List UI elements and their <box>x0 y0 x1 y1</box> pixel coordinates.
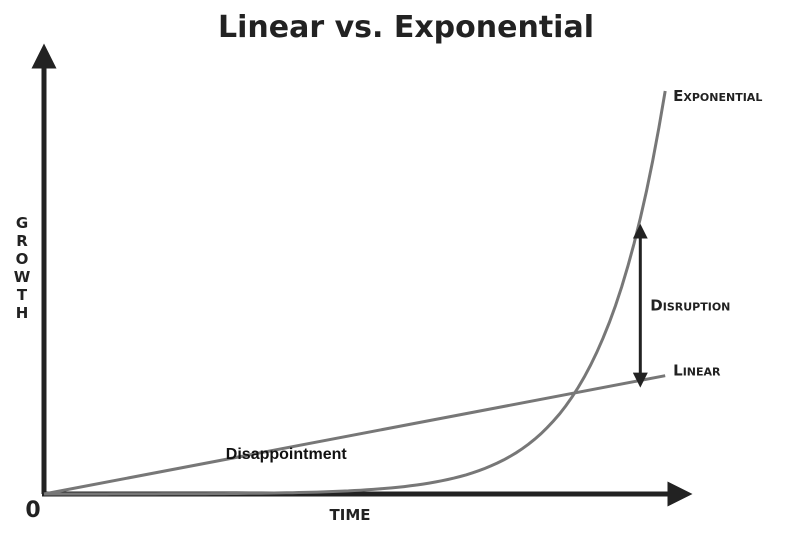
series-line-linear <box>43 374 666 496</box>
series-layer <box>43 90 667 496</box>
series-label-exponential: Exponential <box>673 87 762 105</box>
annotation-disappointment: Disappointment <box>226 446 348 463</box>
x-axis-label: TIME <box>330 506 371 524</box>
origin-label: 0 <box>25 498 40 523</box>
label-layer: Linear Exponential <box>673 87 762 380</box>
series-line-exponential <box>44 90 667 496</box>
chart-title: Linear vs. Exponential <box>218 10 594 45</box>
annotation-layer: Disappointment Disruption <box>226 223 730 463</box>
series-label-linear: Linear <box>673 362 721 380</box>
annotation-disruption: Disruption <box>650 297 730 315</box>
